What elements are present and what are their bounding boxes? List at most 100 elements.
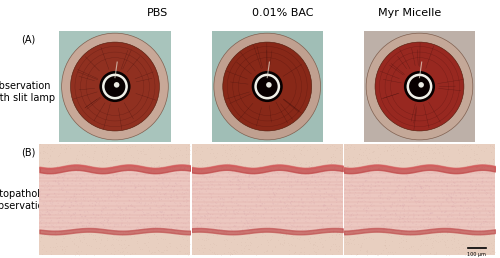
Point [302,176,310,180]
Point [265,173,273,177]
Point [396,215,404,219]
Point [133,227,141,231]
Point [272,181,280,186]
Point [270,154,278,158]
Point [420,198,428,203]
Point [353,205,361,209]
Point [165,205,173,209]
Point [99,180,107,184]
Point [75,166,83,170]
Point [62,190,70,195]
Point [74,175,82,179]
Point [67,168,75,172]
Point [460,196,468,200]
Point [328,171,336,175]
Point [364,195,372,199]
Point [310,231,318,235]
Point [422,212,430,216]
Point [464,224,471,228]
Point [44,181,52,185]
Point [398,203,406,207]
Point [108,191,116,195]
Point [162,218,170,222]
Point [194,232,202,236]
Point [236,148,244,152]
Point [306,201,314,205]
Point [300,252,308,256]
Point [41,186,49,190]
Point [204,187,212,191]
Point [57,170,65,174]
Point [44,210,52,214]
Point [476,210,484,214]
Point [393,145,401,149]
Point [89,212,97,216]
Point [307,230,315,234]
Point [254,196,262,200]
Point [434,195,442,199]
Point [59,176,67,180]
Point [379,181,387,185]
Point [90,177,98,181]
Point [480,159,488,163]
Point [114,192,122,196]
Point [218,208,226,212]
Point [404,218,411,222]
Point [466,189,474,193]
Point [203,162,211,166]
Point [396,176,404,180]
Point [237,192,245,196]
Point [405,198,413,202]
Point [328,203,336,207]
Point [226,151,234,156]
Point [400,207,408,211]
Point [290,144,298,148]
Point [347,228,355,232]
Point [152,223,160,227]
Point [434,203,442,207]
Point [483,241,491,245]
Point [170,188,177,192]
Point [76,176,84,180]
Point [398,238,406,242]
Point [52,237,60,241]
Point [176,186,184,190]
Point [414,162,422,166]
Point [252,185,260,189]
Point [467,238,475,243]
Point [434,229,442,233]
Point [458,217,466,221]
Point [169,164,177,168]
Point [102,215,110,220]
Point [80,163,88,167]
Point [284,175,292,180]
Point [233,231,241,235]
Bar [192,169,342,231]
Point [227,143,235,147]
Point [322,203,330,207]
Point [467,183,475,187]
Point [272,217,280,221]
Point [50,225,58,229]
Point [92,226,100,230]
Point [358,233,366,238]
Point [478,165,486,169]
Point [370,229,378,233]
Point [365,211,373,215]
Point [350,170,358,174]
Point [332,233,340,238]
Point [82,241,90,245]
Point [396,217,404,222]
Point [112,211,120,215]
Point [488,161,496,165]
Point [178,165,186,169]
Point [154,248,162,252]
Point [101,199,109,203]
Point [192,195,200,199]
Point [167,196,175,200]
Point [428,236,436,240]
Point [193,226,201,230]
Point [128,232,136,236]
Point [320,192,328,196]
Point [404,215,412,219]
